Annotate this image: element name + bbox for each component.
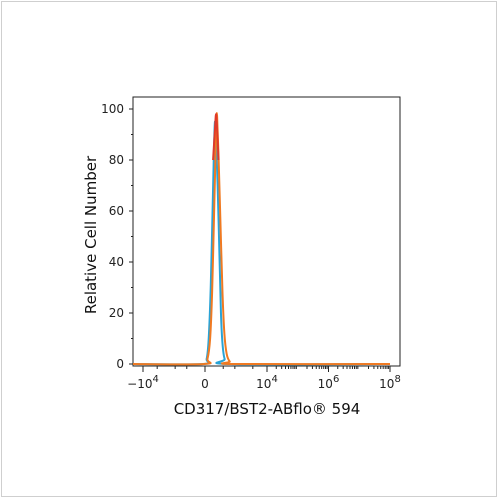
series-lines xyxy=(133,112,391,366)
x-tick-label: 106 xyxy=(318,374,340,391)
x-tick-label: −104 xyxy=(127,374,159,391)
y-tick-label: 40 xyxy=(109,255,124,269)
x-tick-label: 108 xyxy=(379,374,401,391)
series-line-1 xyxy=(133,120,391,366)
y-tick-label: 0 xyxy=(116,357,124,371)
series-line-3 xyxy=(212,113,220,161)
series-line-2 xyxy=(133,112,391,366)
y-tick-label: 80 xyxy=(109,153,124,167)
y-tick-label: 20 xyxy=(109,306,124,320)
x-tick-label: 104 xyxy=(256,374,278,391)
axes xyxy=(129,96,401,372)
x-tick-label: 0 xyxy=(201,377,209,391)
y-tick-label: 60 xyxy=(109,204,124,218)
y-tick-label: 100 xyxy=(101,102,124,116)
y-axis-label: Relative Cell Number xyxy=(82,155,100,314)
plot-border xyxy=(132,96,401,367)
x-axis-label: CD317/BST2-ABflo® 594 xyxy=(174,400,361,418)
